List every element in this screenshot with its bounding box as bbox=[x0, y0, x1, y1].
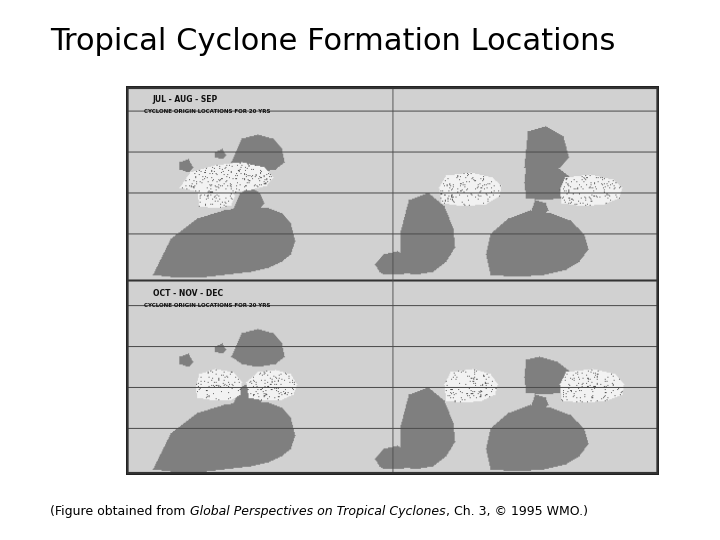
Text: Tropical Cyclone Formation Locations: Tropical Cyclone Formation Locations bbox=[50, 27, 616, 56]
Text: OCT - NOV - DEC: OCT - NOV - DEC bbox=[153, 289, 222, 298]
Text: (Figure obtained from: (Figure obtained from bbox=[50, 505, 190, 518]
Text: CYCLONE ORIGIN LOCATIONS FOR 20 YRS: CYCLONE ORIGIN LOCATIONS FOR 20 YRS bbox=[144, 109, 270, 114]
Text: , Ch. 3, © 1995 WMO.): , Ch. 3, © 1995 WMO.) bbox=[446, 505, 588, 518]
Text: Global Perspectives on Tropical Cyclones: Global Perspectives on Tropical Cyclones bbox=[190, 505, 446, 518]
Text: CYCLONE ORIGIN LOCATIONS FOR 20 YRS: CYCLONE ORIGIN LOCATIONS FOR 20 YRS bbox=[144, 303, 270, 308]
Text: JUL - AUG - SEP: JUL - AUG - SEP bbox=[153, 94, 218, 104]
